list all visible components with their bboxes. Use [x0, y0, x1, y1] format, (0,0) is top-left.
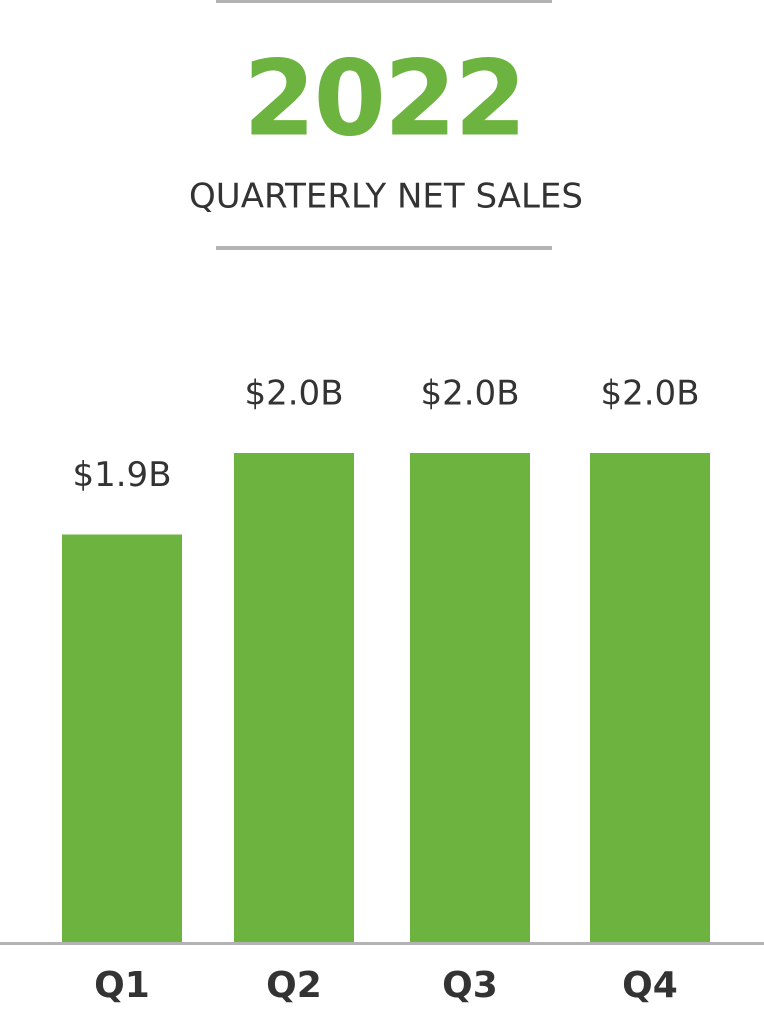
bar [62, 534, 182, 942]
value-label: $2.0B [600, 374, 699, 414]
x-tick-label: Q3 [442, 965, 498, 1006]
value-label: $2.0B [420, 374, 519, 414]
chart-subtitle: QUARTERLY NET SALES [189, 177, 583, 217]
x-tick-label: Q2 [266, 965, 322, 1006]
bar [590, 453, 710, 942]
bar [410, 453, 530, 942]
value-label: $1.9B [72, 455, 171, 495]
x-tick-label: Q1 [94, 965, 150, 1006]
chart-title: 2022 [243, 37, 524, 159]
bar [234, 453, 354, 942]
x-tick-label: Q4 [622, 965, 678, 1006]
value-label: $2.0B [244, 374, 343, 414]
